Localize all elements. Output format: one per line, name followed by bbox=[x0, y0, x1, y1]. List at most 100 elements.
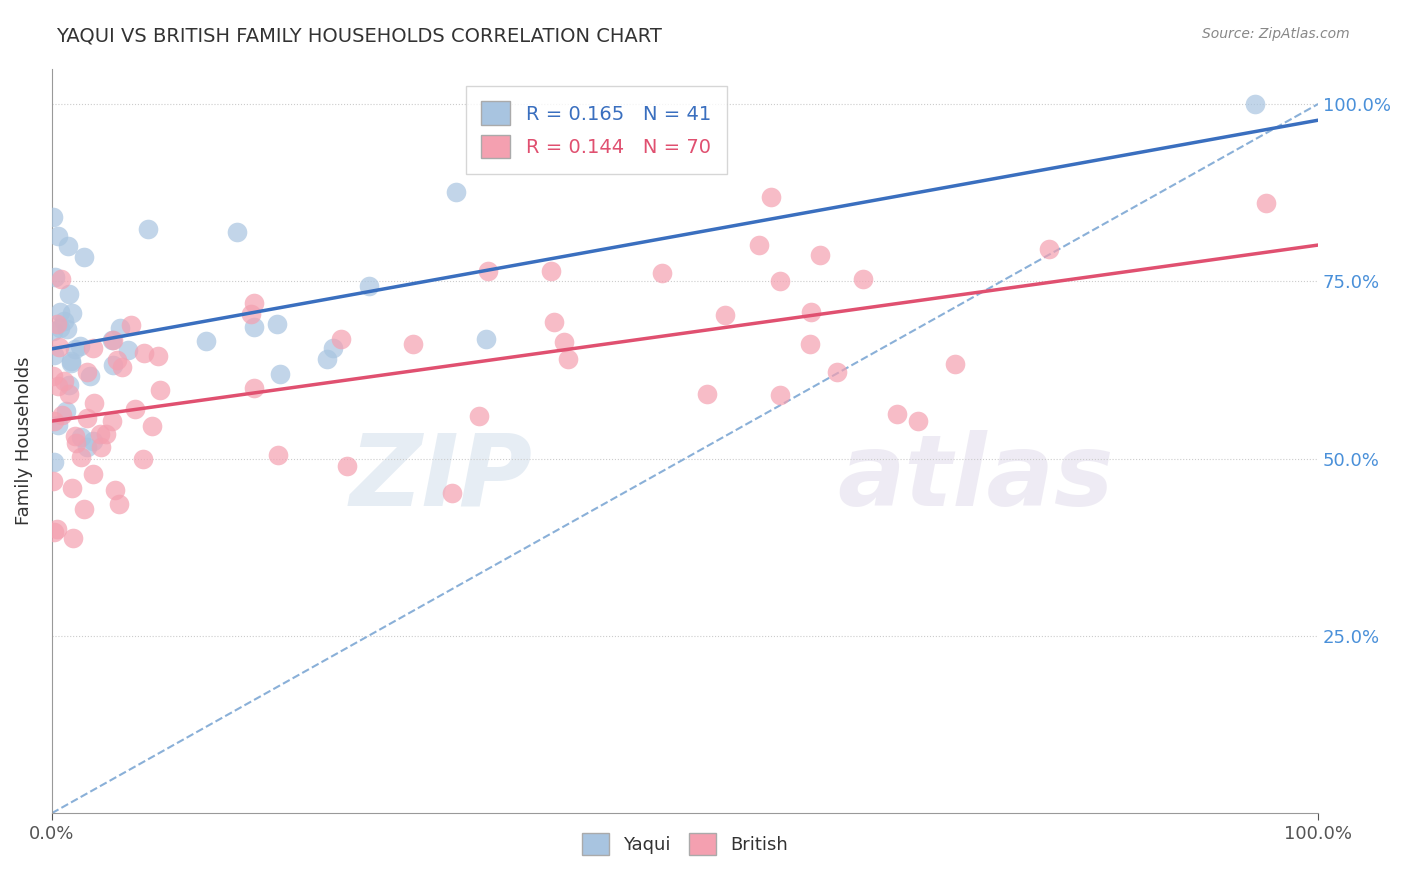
Point bbox=[104, 483, 127, 498]
Point bbox=[70, 450, 93, 465]
Point bbox=[55, 404, 77, 418]
Point bbox=[266, 448, 288, 462]
Point bbox=[82, 434, 104, 448]
Point bbox=[269, 368, 291, 382]
Point bbox=[56, 322, 79, 336]
Point bbox=[696, 386, 718, 401]
Point bbox=[48, 304, 70, 318]
Point bbox=[226, 225, 249, 239]
Point bbox=[65, 436, 87, 450]
Point bbox=[60, 306, 83, 320]
Point bbox=[62, 481, 84, 495]
Point bbox=[769, 388, 792, 402]
Point bbox=[46, 317, 69, 331]
Point bbox=[105, 353, 128, 368]
Point bbox=[76, 441, 98, 455]
Point bbox=[58, 378, 80, 392]
Point bbox=[243, 320, 266, 334]
Point bbox=[134, 345, 156, 359]
Point bbox=[58, 387, 80, 401]
Point bbox=[124, 401, 146, 416]
Point bbox=[146, 350, 169, 364]
Text: YAQUI VS BRITISH FAMILY HOUSEHOLDS CORRELATION CHART: YAQUI VS BRITISH FAMILY HOUSEHOLDS CORRE… bbox=[56, 27, 662, 45]
Point bbox=[42, 211, 65, 225]
Point bbox=[243, 295, 266, 310]
Point bbox=[76, 411, 98, 425]
Point bbox=[444, 186, 467, 200]
Point bbox=[65, 429, 87, 443]
Point bbox=[799, 336, 821, 351]
Point bbox=[748, 238, 770, 252]
Point bbox=[117, 343, 139, 357]
Point bbox=[329, 332, 352, 346]
Point bbox=[540, 264, 562, 278]
Point bbox=[52, 314, 75, 328]
Point bbox=[149, 383, 172, 397]
Point bbox=[44, 269, 66, 284]
Point bbox=[101, 358, 124, 372]
Point bbox=[53, 374, 76, 388]
Point bbox=[886, 407, 908, 421]
Point bbox=[69, 430, 91, 444]
Point bbox=[46, 522, 69, 536]
Point bbox=[111, 360, 134, 375]
Point bbox=[357, 278, 380, 293]
Point bbox=[73, 502, 96, 516]
Point bbox=[769, 274, 792, 288]
Point bbox=[557, 352, 579, 367]
Point bbox=[82, 467, 104, 482]
Point bbox=[852, 271, 875, 285]
Text: Source: ZipAtlas.com: Source: ZipAtlas.com bbox=[1202, 27, 1350, 41]
Point bbox=[42, 348, 65, 362]
Point bbox=[82, 341, 104, 355]
Point bbox=[56, 239, 79, 253]
Point bbox=[42, 455, 65, 469]
Point bbox=[141, 418, 163, 433]
Point bbox=[94, 427, 117, 442]
Point bbox=[1243, 97, 1265, 112]
Point bbox=[266, 318, 288, 332]
Point bbox=[58, 287, 80, 301]
Point bbox=[825, 365, 848, 379]
Point bbox=[1038, 243, 1060, 257]
Point bbox=[553, 334, 575, 349]
Point bbox=[132, 451, 155, 466]
Point bbox=[49, 321, 72, 335]
Point bbox=[1254, 195, 1277, 210]
Point bbox=[907, 414, 929, 428]
Point bbox=[315, 351, 337, 366]
Point bbox=[69, 339, 91, 353]
Point bbox=[101, 414, 124, 428]
Point bbox=[194, 334, 217, 348]
Point bbox=[239, 307, 262, 321]
Point bbox=[651, 266, 673, 280]
Point bbox=[46, 228, 69, 243]
Point bbox=[322, 342, 344, 356]
Point bbox=[48, 340, 70, 354]
Point bbox=[138, 221, 160, 235]
Point bbox=[89, 427, 111, 442]
Point bbox=[60, 353, 83, 368]
Point bbox=[51, 272, 73, 286]
Legend: Yaqui, British: Yaqui, British bbox=[572, 823, 797, 863]
Point bbox=[800, 304, 823, 318]
Point bbox=[477, 264, 499, 278]
Point bbox=[943, 357, 966, 371]
Point bbox=[543, 315, 565, 329]
Point bbox=[83, 396, 105, 410]
Point bbox=[62, 531, 84, 545]
Point bbox=[242, 381, 264, 395]
Point bbox=[107, 497, 129, 511]
Y-axis label: Family Households: Family Households bbox=[15, 357, 32, 525]
Point bbox=[42, 414, 65, 428]
Point bbox=[441, 486, 464, 500]
Point bbox=[51, 408, 73, 422]
Point bbox=[810, 248, 832, 262]
Point bbox=[73, 250, 96, 264]
Point bbox=[48, 418, 70, 433]
Point bbox=[714, 308, 737, 322]
Point bbox=[42, 369, 65, 384]
Point bbox=[101, 334, 124, 348]
Point bbox=[76, 365, 98, 379]
Point bbox=[44, 524, 66, 539]
